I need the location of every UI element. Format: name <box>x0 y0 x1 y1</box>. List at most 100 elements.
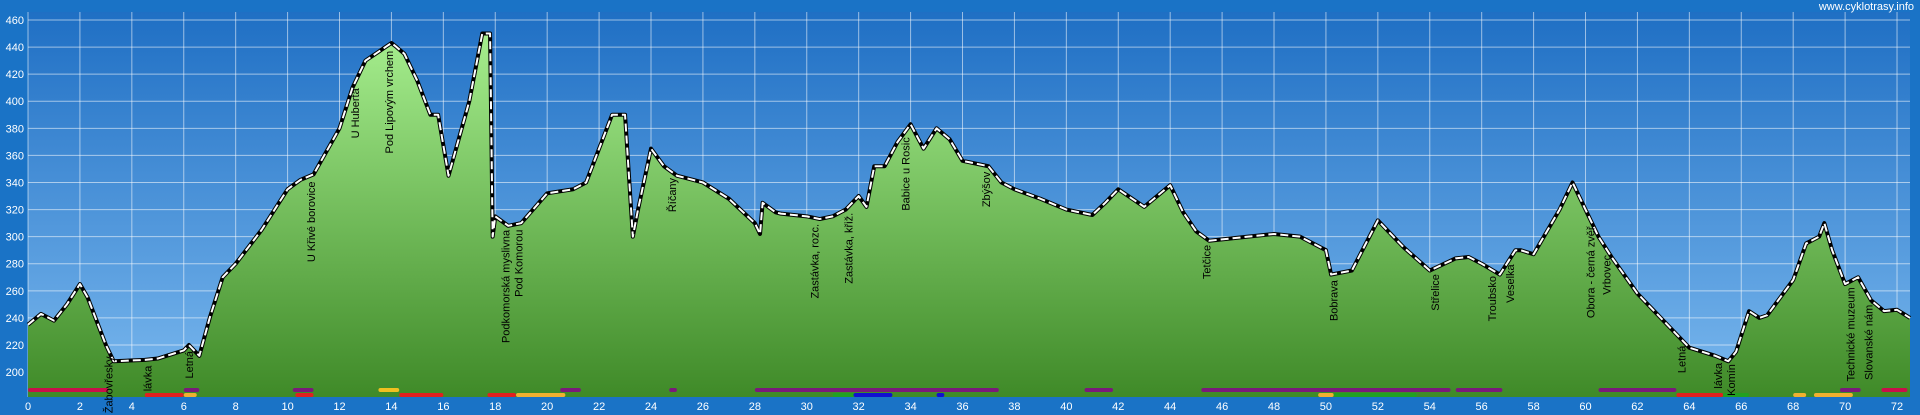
x-tick-label: 10 <box>281 401 293 413</box>
place-label: Zastávka, křiž. <box>843 213 855 284</box>
place-label: Obora - černá zvěř <box>1586 226 1598 318</box>
x-tick-label: 60 <box>1579 401 1591 413</box>
x-tick-label: 12 <box>333 401 345 413</box>
x-tick-label: 0 <box>25 401 31 413</box>
x-tick-label: 2 <box>77 401 83 413</box>
y-tick-label: 260 <box>6 286 24 298</box>
x-tick-label: 34 <box>904 401 916 413</box>
x-tick-label: 38 <box>1008 401 1020 413</box>
y-tick-label: 340 <box>6 177 24 189</box>
x-tick-label: 16 <box>437 401 449 413</box>
x-tick-label: 52 <box>1372 401 1384 413</box>
x-tick-label: 36 <box>956 401 968 413</box>
x-tick-label: 70 <box>1839 401 1851 413</box>
y-tick-label: 400 <box>6 96 24 108</box>
surface-track <box>1881 388 1908 392</box>
watermark: www.cyklotrasy.info <box>1818 1 1914 13</box>
surface-track <box>1793 393 1807 397</box>
x-tick-label: 58 <box>1527 401 1539 413</box>
surface-track <box>516 393 566 397</box>
place-label: Tetčice <box>1202 245 1214 279</box>
y-tick-label: 220 <box>6 340 24 352</box>
y-tick-label: 460 <box>6 15 24 27</box>
surface-track <box>936 393 945 397</box>
x-tick-label: 54 <box>1424 401 1436 413</box>
place-label: Letná <box>1677 345 1689 373</box>
x-tick-label: 8 <box>233 401 239 413</box>
place-label: Pod Komorou <box>514 230 526 297</box>
y-tick-label: 380 <box>6 123 24 135</box>
y-tick-label: 240 <box>6 313 24 325</box>
x-tick-label: 20 <box>541 401 553 413</box>
y-tick-label: 320 <box>6 205 24 217</box>
surface-track <box>487 393 517 397</box>
place-label: Babice u Rosic <box>900 137 912 211</box>
x-tick-label: 18 <box>489 401 501 413</box>
surface-track <box>1318 393 1334 397</box>
y-tick-label: 420 <box>6 69 24 81</box>
x-tick-label: 40 <box>1060 401 1072 413</box>
surface-track <box>560 388 581 392</box>
x-tick-label: 48 <box>1268 401 1280 413</box>
x-tick-label: 26 <box>697 401 709 413</box>
surface-track <box>853 393 893 397</box>
surface-track <box>754 388 999 392</box>
surface-track <box>1839 388 1861 392</box>
x-tick-label: 42 <box>1112 401 1124 413</box>
surface-track <box>399 393 444 397</box>
surface-track <box>669 388 677 392</box>
place-label: Komín <box>1726 364 1738 396</box>
x-tick-label: 72 <box>1891 401 1903 413</box>
surface-track <box>1333 393 1417 397</box>
surface-track <box>1813 393 1853 397</box>
x-tick-label: 14 <box>385 401 397 413</box>
x-tick-label: 56 <box>1476 401 1488 413</box>
surface-track <box>1201 388 1451 392</box>
place-label: Letná <box>184 350 196 378</box>
surface-track <box>295 393 314 397</box>
place-label: Zastávka, rozc. <box>810 224 822 299</box>
place-label: Střelice <box>1430 274 1442 311</box>
x-tick-label: 32 <box>853 401 865 413</box>
x-tick-label: 28 <box>749 401 761 413</box>
place-label: lávka <box>142 365 154 392</box>
elevation-area <box>28 33 1910 398</box>
surface-track <box>183 388 200 392</box>
place-label: Vrbovec <box>1601 254 1613 294</box>
x-tick-label: 66 <box>1735 401 1747 413</box>
y-tick-label: 200 <box>6 367 24 379</box>
place-label: Veselka <box>1505 263 1517 302</box>
place-label: U Křivé borovice <box>306 181 318 262</box>
place-label: Říčany <box>666 177 679 212</box>
surface-track <box>1723 393 1750 397</box>
x-tick-label: 24 <box>645 401 657 413</box>
x-tick-label: 62 <box>1631 401 1643 413</box>
place-label: Zbýšov <box>981 171 993 207</box>
x-tick-label: 64 <box>1683 401 1695 413</box>
y-tick-label: 280 <box>6 259 24 271</box>
place-label: Technické muzeum <box>1845 287 1857 381</box>
place-label: Bobrava <box>1329 279 1341 321</box>
x-tick-label: 68 <box>1787 401 1799 413</box>
x-tick-label: 30 <box>801 401 813 413</box>
x-tick-label: 50 <box>1320 401 1332 413</box>
surface-track <box>183 393 197 397</box>
surface-track <box>378 388 400 392</box>
y-tick-label: 300 <box>6 232 24 244</box>
place-label: U Huberta <box>350 87 362 138</box>
y-tick-label: 360 <box>6 150 24 162</box>
x-tick-label: 22 <box>593 401 605 413</box>
surface-track <box>1676 393 1724 397</box>
x-tick-label: 6 <box>181 401 187 413</box>
place-label: Podkomorská myslivna <box>501 229 513 343</box>
surface-track <box>292 388 314 392</box>
place-label: Žabovřesky <box>102 356 115 413</box>
x-tick-label: 44 <box>1164 401 1176 413</box>
surface-track <box>144 393 184 397</box>
x-tick-label: 4 <box>129 401 135 413</box>
surface-track <box>1598 388 1677 392</box>
surface-track <box>28 388 109 392</box>
place-label: lávka <box>1713 362 1725 389</box>
